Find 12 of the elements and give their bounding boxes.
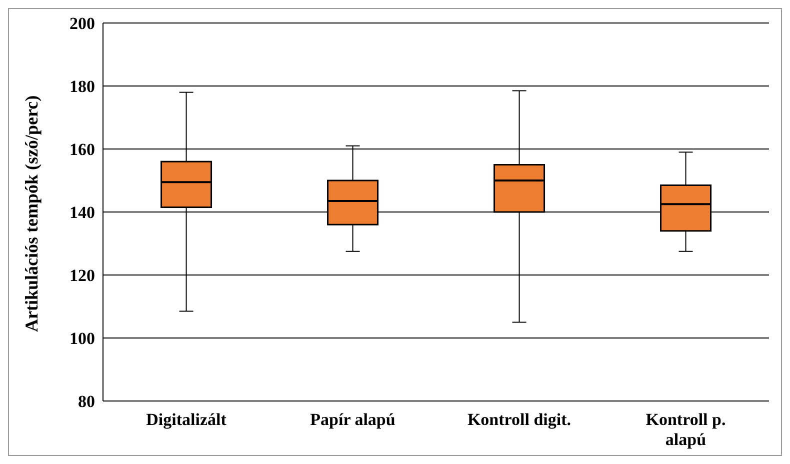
x-tick-label: Digitalizált <box>146 410 227 429</box>
y-axis-title: Artikulációs tempók (szó/perc) <box>21 95 42 332</box>
y-tick-label: 100 <box>70 329 95 348</box>
y-tick-label: 200 <box>70 14 95 34</box>
x-tick-label: Kontroll p. alapú <box>646 410 726 449</box>
y-tick-label: 160 <box>70 140 95 160</box>
y-tick-label: 120 <box>70 266 95 286</box>
x-tick-label: Papír alapú <box>310 410 396 429</box>
x-tick-label: Kontroll digit. <box>467 410 572 429</box>
y-tick-label: 180 <box>70 77 95 96</box>
y-tick-label: 80 <box>78 392 95 412</box>
y-tick-label: 140 <box>70 203 95 222</box>
